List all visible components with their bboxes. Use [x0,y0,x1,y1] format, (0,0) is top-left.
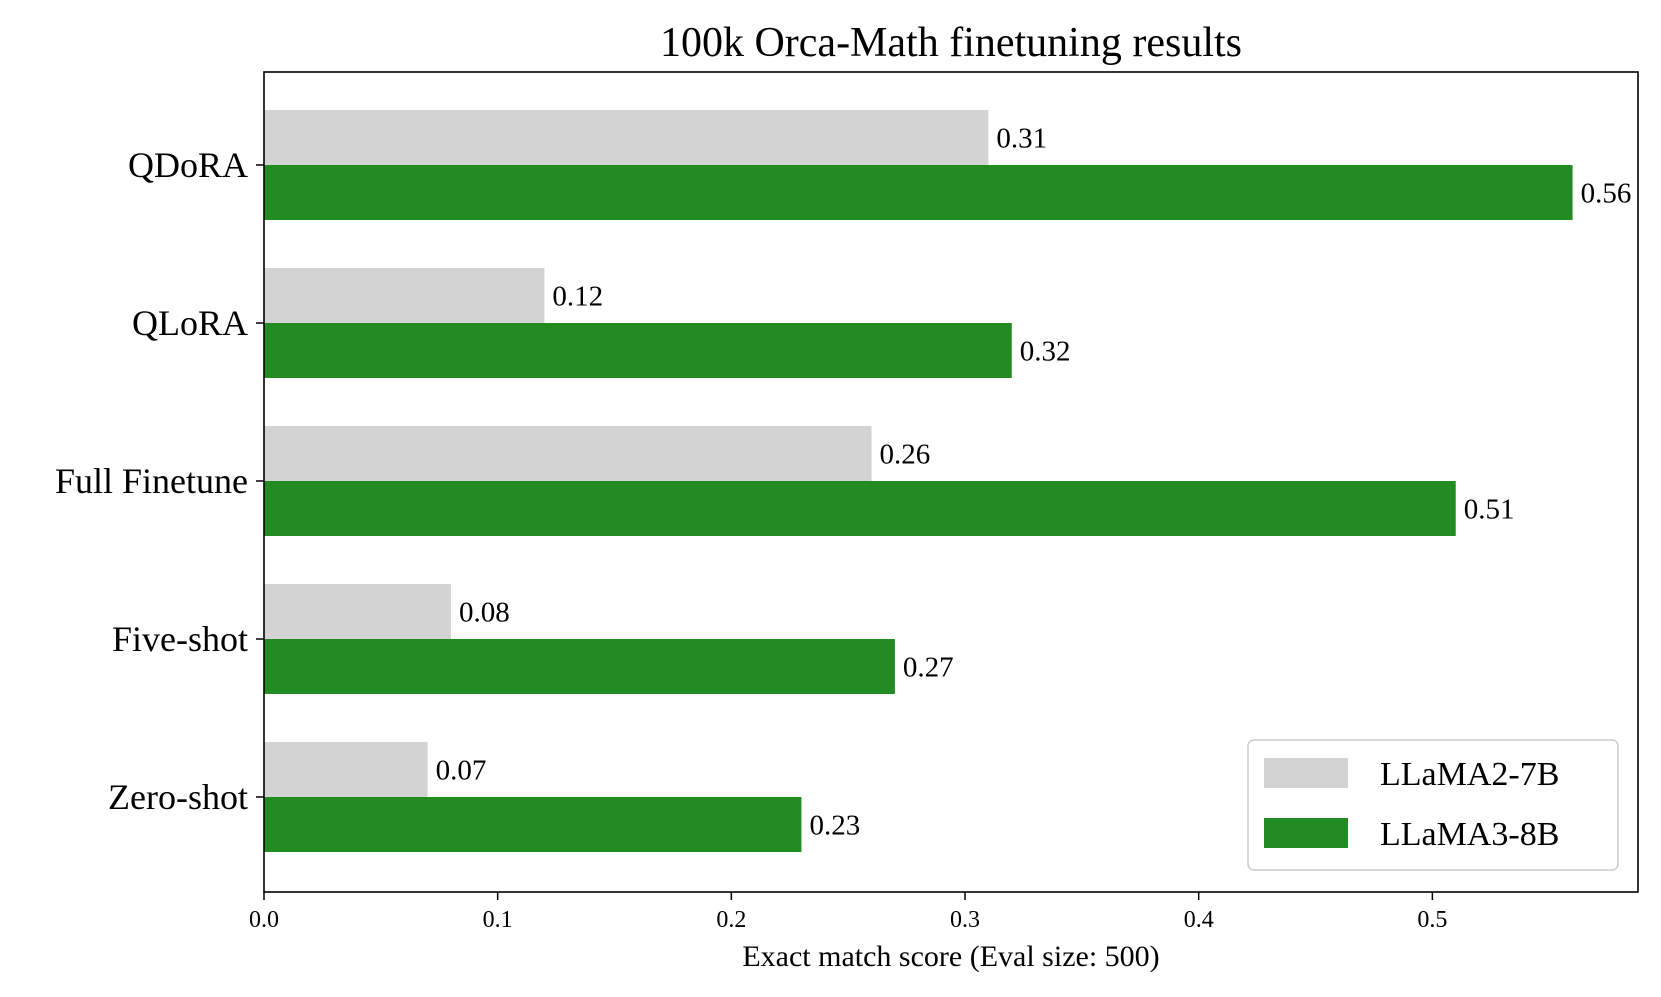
legend-swatch-llama3-8b [1264,818,1348,848]
category-label-qlora: QLoRA [132,303,248,343]
data-label-qlora-llama3-8b: 0.32 [1020,336,1071,368]
x-tick-label: 0.0 [249,907,279,933]
data-label-qdora-llama2-7b: 0.31 [996,123,1047,155]
category-label-qdora: QDoRA [128,145,248,185]
legend: LLaMA2-7B LLaMA3-8B [1247,739,1619,871]
data-labels-group: 0.31 0.12 0.26 0.08 0.07 0.56 0.32 0.51 0.27 0.23 [436,123,1632,842]
bar-qdora-llama3-8b [264,165,1573,220]
bar-zero-shot-llama3-8b [264,797,802,852]
bar-five-shot-llama3-8b [264,639,895,694]
bar-qdora-llama2-7b [264,110,989,165]
x-tick-label: 0.3 [950,907,980,933]
x-tick-label: 0.2 [716,907,746,933]
y-axis: QDoRA QLoRA Full Finetune Five-shot Zero-sho… [55,145,264,817]
bar-five-shot-llama2-7b [264,584,451,639]
legend-label-llama3-8b: LLaMA3-8B [1380,816,1559,853]
legend-swatch-llama2-7b [1264,758,1348,788]
data-label-qdora-llama3-8b: 0.56 [1581,178,1632,210]
data-label-five-shot-llama3-8b: 0.27 [903,652,954,684]
bar-qlora-llama2-7b [264,268,545,323]
category-label-zero-shot: Zero-shot [108,777,248,817]
bar-full-finetune-llama3-8b [264,481,1456,536]
x-tick-label: 0.4 [1184,907,1214,933]
bar-qlora-llama3-8b [264,323,1012,378]
data-label-zero-shot-llama2-7b: 0.07 [436,755,487,787]
data-label-zero-shot-llama3-8b: 0.23 [809,810,860,842]
bar-full-finetune-llama2-7b [264,426,872,481]
data-label-full-finetune-llama3-8b: 0.51 [1464,494,1515,526]
category-label-full-finetune: Full Finetune [55,461,248,501]
bar-zero-shot-llama2-7b [264,742,428,797]
x-axis-label: Exact match score (Eval size: 500) [742,940,1159,973]
chart-title: 100k Orca-Math finetuning results [660,20,1242,66]
data-label-five-shot-llama2-7b: 0.08 [459,597,510,629]
data-label-full-finetune-llama2-7b: 0.26 [880,439,931,471]
category-label-five-shot: Five-shot [112,619,248,659]
legend-label-llama2-7b: LLaMA2-7B [1380,756,1559,793]
x-tick-label: 0.1 [483,907,513,933]
plot-frame [263,71,1639,893]
data-label-qlora-llama2-7b: 0.12 [552,281,603,313]
x-axis: 0.0 0.1 0.2 0.3 0.4 0.5 [249,892,1447,933]
bars-group [264,110,1573,852]
x-tick-label: 0.5 [1417,907,1447,933]
